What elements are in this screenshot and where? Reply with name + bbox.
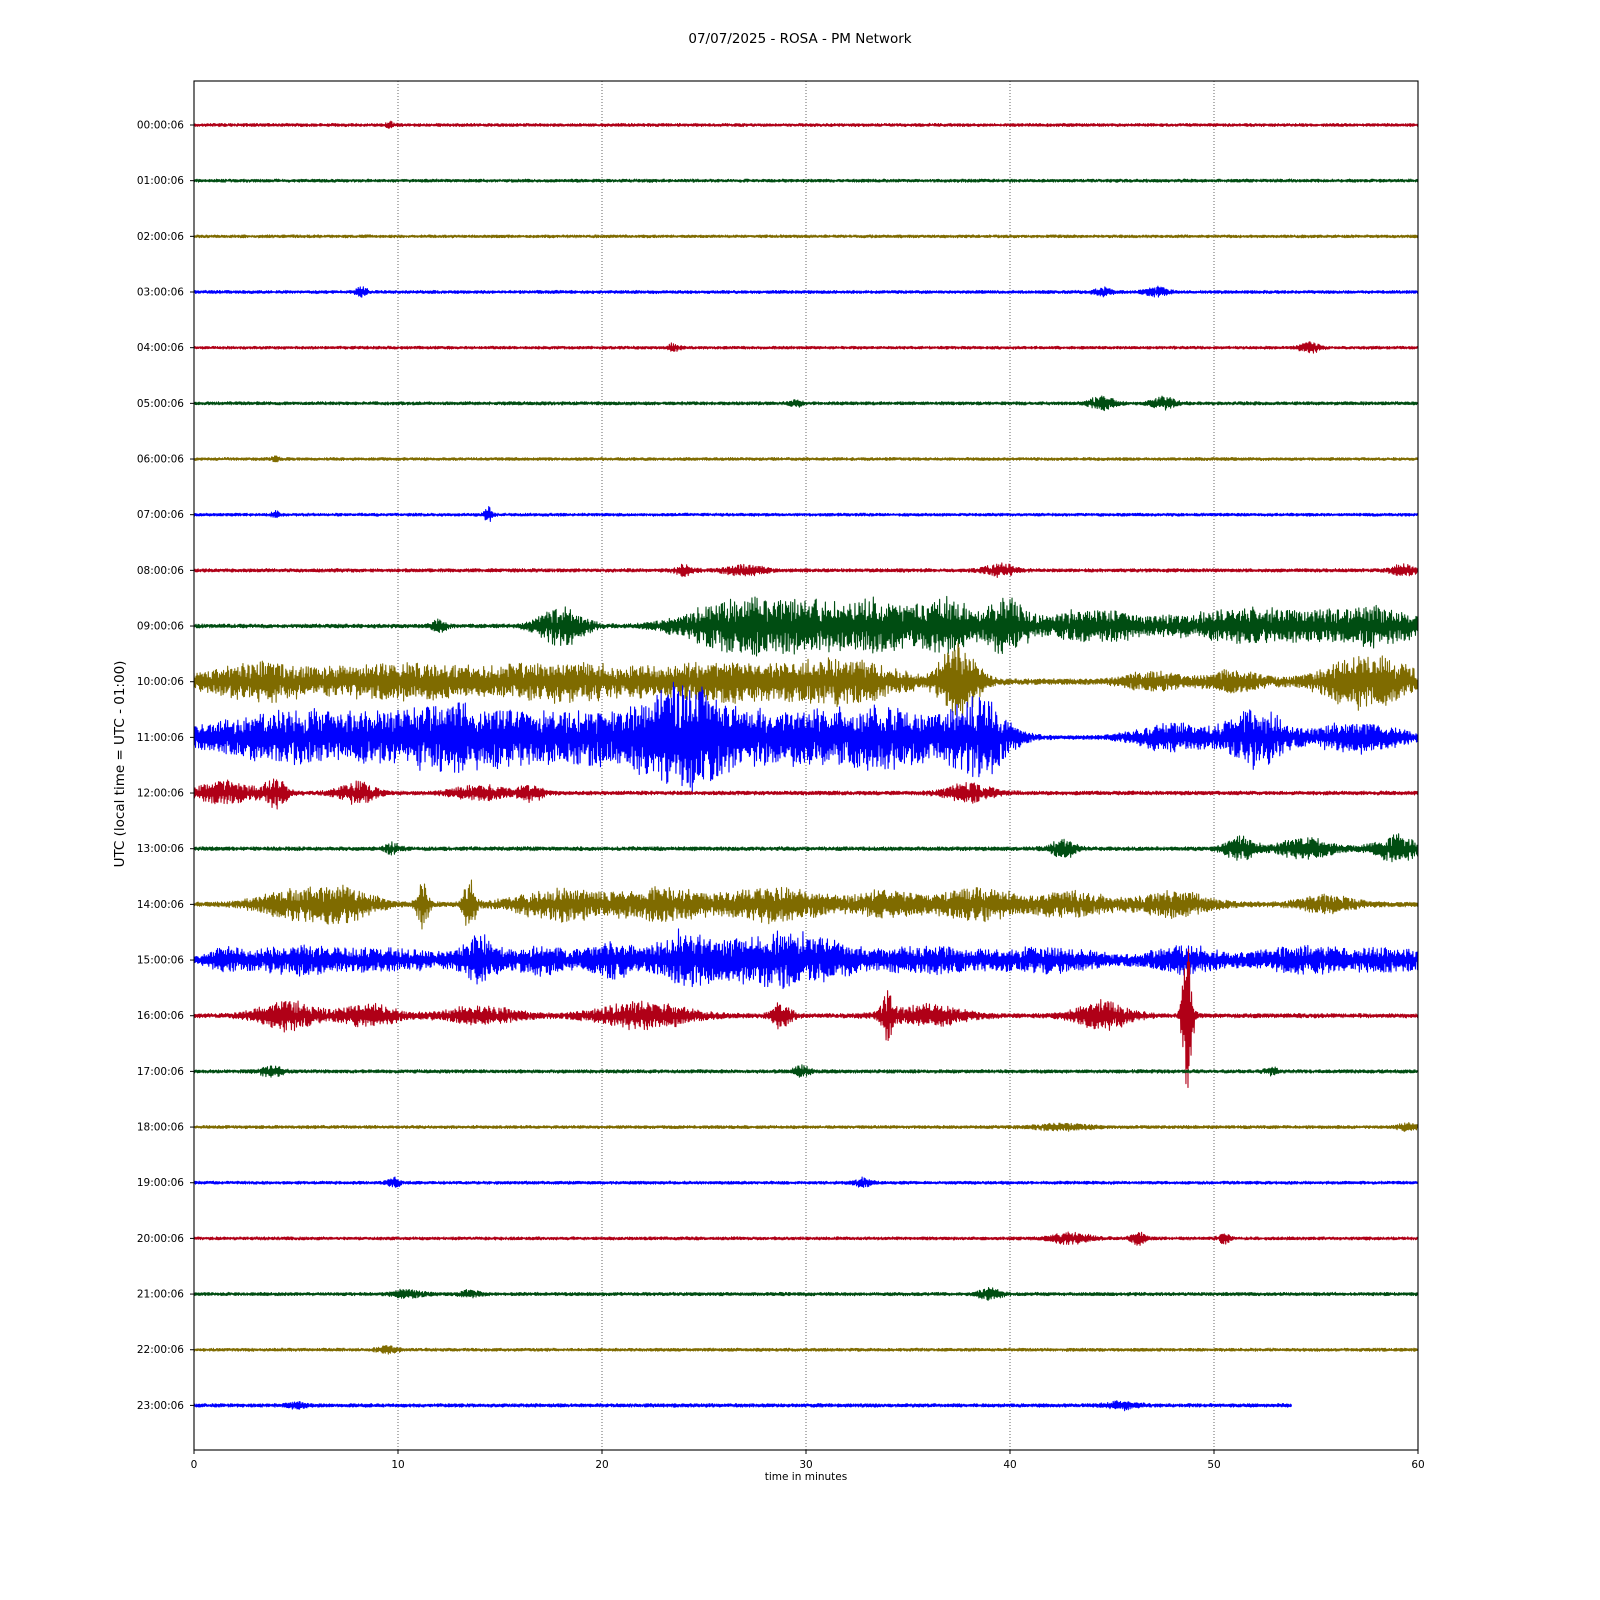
y-tick-label: 14:00:06 (137, 899, 184, 911)
y-tick-label: 20:00:06 (137, 1233, 184, 1245)
y-tick-label: 09:00:06 (137, 621, 184, 633)
trace-line (193, 642, 1419, 718)
y-tick-label: 07:00:06 (137, 509, 184, 521)
trace-line (193, 1286, 1419, 1301)
x-axis-ticks: 0 10 20 30 40 50 60 (191, 1450, 1425, 1471)
x-tick-label: 20 (595, 1459, 608, 1471)
y-axis-ticks: 00:00:06 01:00:06 02:00:06 03:00:06 04:00:06… (137, 120, 194, 1412)
y-tick-label: 16:00:06 (137, 1010, 184, 1022)
y-tick-label: 11:00:06 (137, 732, 184, 744)
x-tick-label: 30 (799, 1459, 812, 1471)
trace-line (193, 948, 1419, 1089)
x-tick-label: 40 (1003, 1459, 1016, 1471)
y-tick-label: 01:00:06 (137, 175, 184, 187)
trace-line (193, 595, 1419, 657)
chart-title: 07/07/2025 - ROSA - PM Network (688, 31, 911, 47)
x-tick-label: 60 (1411, 1459, 1424, 1471)
x-axis-label: time in minutes (765, 1471, 847, 1483)
trace-line (193, 395, 1419, 412)
trace-line (193, 1400, 1293, 1412)
trace-line (193, 341, 1419, 354)
y-tick-label: 06:00:06 (137, 454, 184, 466)
y-tick-label: 22:00:06 (137, 1344, 184, 1356)
trace-line (193, 1064, 1419, 1078)
trace-line (193, 928, 1419, 990)
trace-line (193, 285, 1419, 298)
y-tick-label: 08:00:06 (137, 565, 184, 577)
y-tick-label: 15:00:06 (137, 955, 184, 967)
y-tick-label: 23:00:06 (137, 1400, 184, 1412)
y-tick-label: 04:00:06 (137, 342, 184, 354)
y-tick-label: 10:00:06 (137, 676, 184, 688)
trace-line (193, 1176, 1419, 1188)
trace-line (193, 562, 1419, 578)
x-tick-label: 50 (1207, 1459, 1220, 1471)
y-tick-label: 18:00:06 (137, 1122, 184, 1134)
grid-lines (397, 81, 1215, 1450)
trace-line (193, 778, 1419, 810)
y-tick-label: 02:00:06 (137, 231, 184, 243)
trace-line (193, 178, 1419, 183)
x-tick-label: 0 (191, 1459, 198, 1471)
y-tick-label: 13:00:06 (137, 843, 184, 855)
trace-line (193, 681, 1419, 794)
plot-frame (193, 80, 1419, 1451)
trace-line (193, 455, 1419, 463)
trace-line (193, 1231, 1419, 1246)
trace-group (193, 120, 1419, 1412)
y-tick-label: 12:00:06 (137, 788, 184, 800)
trace-line (193, 234, 1419, 239)
y-tick-label: 17:00:06 (137, 1066, 184, 1078)
y-tick-label: 05:00:06 (137, 398, 184, 410)
y-tick-label: 03:00:06 (137, 287, 184, 299)
trace-line (193, 1122, 1419, 1133)
trace-line (193, 879, 1419, 930)
y-axis-label: UTC (local time = UTC - 01:00) (112, 661, 128, 868)
trace-line (193, 833, 1419, 863)
y-tick-label: 19:00:06 (137, 1177, 184, 1189)
trace-line (193, 506, 1419, 522)
x-tick-label: 10 (391, 1459, 404, 1471)
y-tick-label: 00:00:06 (137, 120, 184, 132)
trace-line (193, 1345, 1419, 1355)
y-tick-label: 21:00:06 (137, 1289, 184, 1301)
trace-line (193, 120, 1419, 129)
